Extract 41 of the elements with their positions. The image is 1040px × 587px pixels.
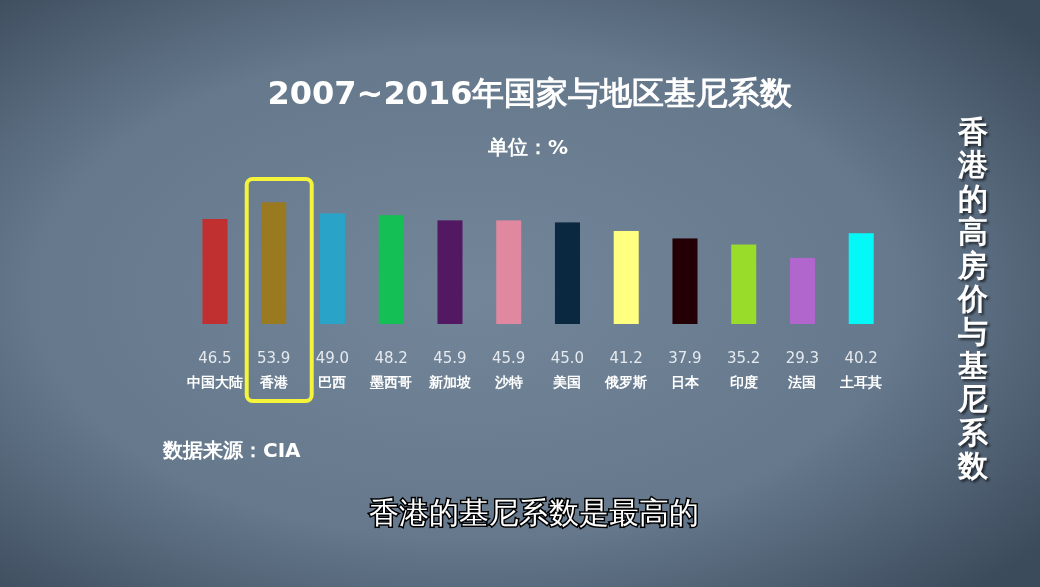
data-label: 40.2 [844, 349, 878, 367]
x-tick-label: 土耳其 [839, 374, 883, 390]
bar [613, 230, 639, 324]
data-label: 29.3 [785, 349, 820, 367]
data-label: 49.0 [315, 349, 350, 367]
bar [496, 220, 522, 324]
data-label: 53.9 [257, 349, 291, 367]
data-label: 48.2 [374, 349, 408, 367]
x-tick-label: 日本 [670, 374, 700, 390]
data-label: 45.9 [433, 349, 467, 367]
bar [554, 222, 580, 324]
x-tick-label: 美国 [552, 374, 582, 390]
x-tick-label: 中国大陆 [186, 374, 243, 390]
bar [202, 219, 228, 324]
chart-title: 2007~2016年国家与地区基尼系数 [267, 74, 794, 112]
x-tick-label: 印度 [729, 374, 758, 390]
text: 香港的高房价与基尼系数 [958, 114, 988, 483]
bar [789, 257, 815, 324]
bar [731, 244, 757, 324]
x-tick-label: 新加坡 [427, 374, 472, 390]
data-label: 45.0 [550, 349, 585, 367]
bar [378, 215, 404, 324]
bar [437, 220, 463, 324]
data-label: 35.2 [727, 349, 761, 367]
bar [319, 213, 345, 324]
bar [848, 233, 874, 324]
data-label: 41.2 [609, 349, 643, 367]
bar [672, 238, 698, 324]
x-tick-label: 沙特 [493, 374, 523, 390]
text: 香港的基尼系数是最高的 [369, 495, 699, 530]
chart-subtitle: 单位：% [486, 135, 569, 159]
x-tick-label: 香港 [258, 374, 289, 390]
data-label: 46.5 [198, 349, 232, 367]
x-tick-label: 巴西 [318, 374, 347, 390]
data-label: 37.9 [668, 349, 702, 367]
x-tick-label: 法国 [787, 374, 817, 390]
source-note: 数据来源：CIA [162, 438, 302, 462]
bar [261, 202, 287, 324]
x-tick-label: 俄罗斯 [604, 374, 648, 390]
x-tick-label: 墨西哥 [369, 374, 413, 390]
data-label: 45.9 [492, 349, 526, 367]
